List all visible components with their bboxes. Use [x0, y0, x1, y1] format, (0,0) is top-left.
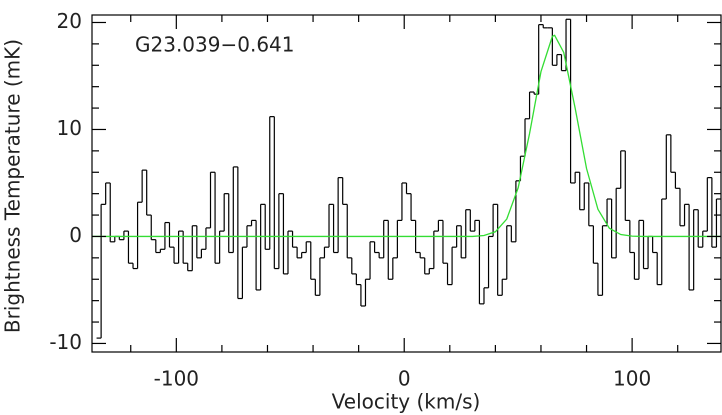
x-tick-label: -100 — [154, 367, 199, 391]
x-axis-label: Velocity (km/s) — [332, 390, 481, 414]
annotation: G23.039−0.641 — [135, 33, 295, 57]
y-tick-label: 20 — [57, 9, 82, 33]
x-tick-label: 0 — [398, 367, 411, 391]
plot-area — [92, 18, 721, 339]
y-axis-label: Brightness Temperature (mK) — [1, 39, 25, 333]
plot-frame — [91, 14, 722, 353]
x-tick-label: 100 — [613, 367, 651, 391]
y-tick-label: 10 — [57, 116, 82, 140]
fit-line — [92, 34, 721, 238]
y-tick-label: -10 — [49, 330, 82, 354]
y-tick-label: 0 — [69, 223, 82, 247]
